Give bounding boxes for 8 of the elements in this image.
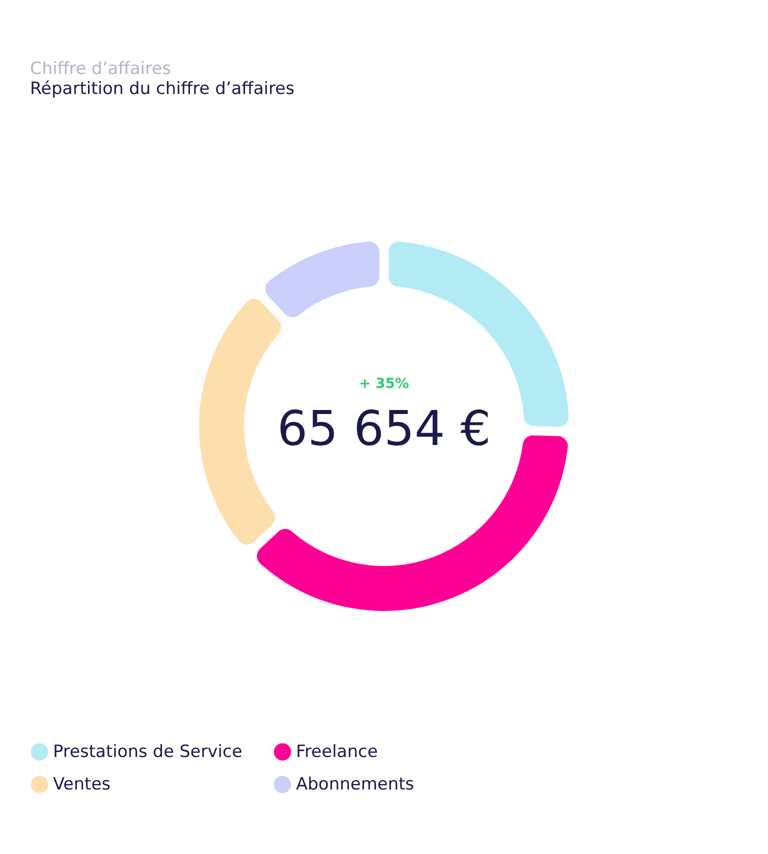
legend-label: Ventes [53,774,111,794]
chart-title: Chiffre d’affaires [30,59,172,79]
legend-label: Abonnements [296,774,414,794]
legend-label: Freelance [296,742,378,762]
chart-subtitle: Répartition du chiffre d’affaires [30,79,295,99]
text: + 35% [358,376,410,392]
legend-label: Prestations de Service [53,742,242,762]
text: 65 654 € [277,401,491,457]
